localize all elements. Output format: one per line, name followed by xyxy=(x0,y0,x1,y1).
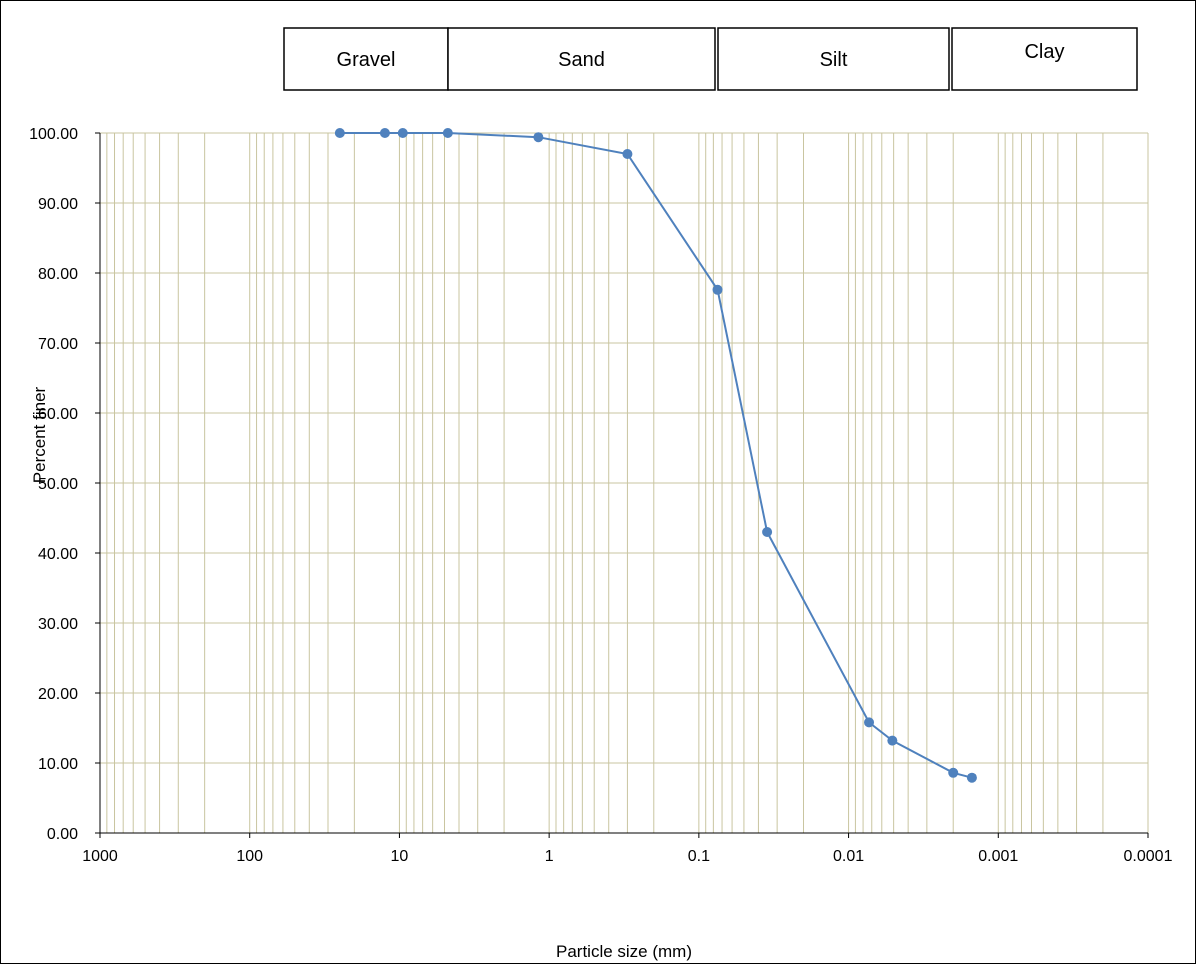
y-tick-label: 40.00 xyxy=(38,546,78,563)
data-point xyxy=(712,284,723,295)
x-tick-label: 1000 xyxy=(82,848,118,865)
x-tick-labels: 1000 100 10 1 0.1 0.01 0.001 0.0001 xyxy=(82,848,1172,865)
data-point xyxy=(442,128,453,138)
x-tick-label: 0.0001 xyxy=(1124,848,1173,865)
y-tick-label: 30.00 xyxy=(38,616,78,633)
y-tick-label: 0.00 xyxy=(47,826,78,843)
y-tick-label: 50.00 xyxy=(38,476,78,493)
x-tick-label: 10 xyxy=(391,848,409,865)
data-point xyxy=(864,717,875,728)
data-point xyxy=(622,149,633,159)
soil-class-box-silt xyxy=(717,27,950,91)
data-point xyxy=(966,772,977,783)
data-point xyxy=(379,128,390,138)
y-tick-label: 70.00 xyxy=(38,336,78,353)
y-tick-labels: 0.00 10.00 20.00 30.00 40.00 50.00 60.00 70.00 8… xyxy=(29,126,78,843)
y-tick-label: 10.00 xyxy=(38,756,78,773)
y-tick-label: 20.00 xyxy=(38,686,78,703)
soil-class-label-clay: Clay xyxy=(1024,41,1064,63)
y-tick-label: 90.00 xyxy=(38,196,78,213)
series-percent-finer xyxy=(334,128,977,783)
plot-grid xyxy=(99,132,1149,833)
x-tick-label: 0.1 xyxy=(688,848,710,865)
y-tick-label: 80.00 xyxy=(38,266,78,283)
data-point xyxy=(533,132,544,143)
x-tick-label: 100 xyxy=(236,848,263,865)
plot-axes xyxy=(95,132,1149,838)
data-point xyxy=(334,128,345,138)
data-point xyxy=(948,767,959,778)
x-tick-label: 0.001 xyxy=(978,848,1018,865)
x-tick-label: 0.01 xyxy=(833,848,864,865)
x-tick-label: 1 xyxy=(545,848,554,865)
data-point xyxy=(397,128,408,138)
soil-class-header: Gravel Sand Silt Clay xyxy=(283,27,1138,91)
data-point xyxy=(762,527,773,537)
y-tick-label: 100.00 xyxy=(29,126,78,143)
soil-class-box-clay xyxy=(951,27,1138,91)
x-axis-label: Particle size (mm) xyxy=(556,942,692,961)
y-tick-label: 60.00 xyxy=(38,406,78,423)
soil-class-box-gravel xyxy=(283,27,449,91)
soil-class-label-gravel: Gravel xyxy=(337,49,396,71)
y-axis-label: Percent finer xyxy=(30,386,49,483)
soil-class-label-sand: Sand xyxy=(558,49,605,71)
soil-class-box-sand xyxy=(447,27,716,91)
soil-class-label-silt: Silt xyxy=(820,49,848,71)
data-point xyxy=(887,735,898,746)
